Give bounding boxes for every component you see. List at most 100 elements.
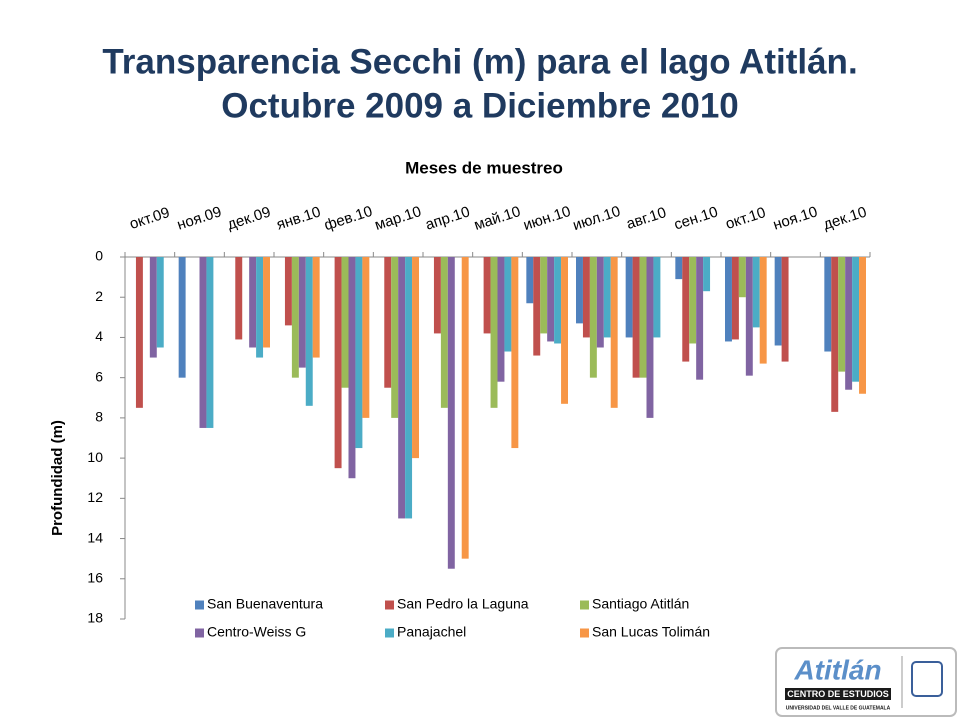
y-tick-label: 4 — [95, 328, 103, 344]
bar — [759, 257, 767, 364]
bar — [263, 257, 270, 348]
y-tick-label: 6 — [95, 368, 103, 384]
bar — [752, 257, 760, 328]
bar — [859, 257, 866, 394]
bar — [554, 257, 562, 344]
bar — [845, 257, 853, 390]
bar — [696, 257, 704, 380]
y-tick-label: 12 — [87, 489, 103, 505]
x-tick-label: май.10 — [472, 203, 523, 234]
bar — [540, 257, 548, 334]
x-tick-label: дек.10 — [821, 204, 869, 234]
bar — [391, 257, 399, 418]
bar — [682, 257, 690, 362]
y-tick-label: 0 — [95, 248, 103, 264]
x-tick-label: авг.10 — [624, 204, 668, 233]
bar — [639, 257, 647, 378]
bar — [725, 257, 732, 342]
legend-swatch — [195, 628, 204, 638]
bar — [852, 257, 860, 382]
bar — [483, 257, 491, 334]
bar — [178, 257, 186, 378]
bar — [412, 257, 419, 459]
legend-swatch — [580, 628, 589, 638]
y-tick-label: 10 — [87, 449, 103, 465]
legend-swatch — [580, 600, 589, 610]
bar — [533, 257, 541, 356]
x-tick-label: окт.10 — [723, 204, 767, 233]
bar — [831, 257, 839, 412]
bar — [298, 257, 306, 368]
bar — [576, 257, 583, 324]
logo-emblem — [911, 661, 943, 697]
bar — [610, 257, 618, 408]
bar — [362, 257, 370, 418]
bar — [781, 257, 789, 362]
bar — [461, 257, 469, 559]
bar — [745, 257, 753, 376]
bar — [504, 257, 512, 352]
bar — [675, 257, 683, 280]
bar — [582, 257, 590, 338]
bar — [824, 257, 832, 352]
bar — [156, 257, 164, 348]
bar — [206, 257, 214, 428]
bar — [596, 257, 604, 348]
bar — [738, 257, 746, 298]
bar — [384, 257, 392, 388]
legend-label: San Lucas Tolimán — [592, 624, 710, 640]
bar — [653, 257, 661, 338]
bar — [490, 257, 498, 408]
bar — [632, 257, 640, 378]
x-tick-label: фев.10 — [322, 203, 374, 234]
legend-swatch — [385, 600, 394, 610]
y-axis-title: Profundidad (m) — [49, 420, 66, 536]
title-line: Transparencia Secchi (m) para el lago At… — [102, 42, 857, 81]
bar — [312, 257, 320, 358]
legend-label: Centro-Weiss G — [207, 624, 306, 640]
bar — [589, 257, 597, 378]
legend-label: Panajachel — [397, 624, 466, 640]
bar — [625, 257, 633, 338]
bar — [235, 257, 243, 340]
legend-label: San Buenaventura — [207, 596, 323, 612]
bar — [305, 257, 313, 406]
x-tick-label: сен.10 — [672, 203, 720, 233]
bar — [703, 257, 711, 292]
y-tick-label: 16 — [87, 569, 103, 585]
x-tick-label: ноя.09 — [175, 203, 224, 233]
y-tick-label: 14 — [87, 529, 103, 545]
bar — [689, 257, 697, 344]
bar — [838, 257, 846, 372]
x-tick-label: июл.10 — [571, 203, 623, 234]
legend-swatch — [385, 628, 394, 638]
bar — [603, 257, 611, 338]
bar — [334, 257, 342, 469]
bar — [291, 257, 299, 378]
bar — [341, 257, 349, 388]
bar — [511, 257, 519, 449]
bar — [405, 257, 413, 519]
bar — [398, 257, 406, 519]
y-tick-label: 18 — [87, 610, 103, 626]
x-axis-title: Meses de muestreo — [405, 158, 563, 177]
bar — [526, 257, 534, 304]
y-tick-label: 2 — [95, 288, 103, 304]
x-tick-label: дек.09 — [225, 204, 273, 234]
bar — [646, 257, 654, 418]
logo: Atitlán CENTRO DE ESTUDIOS UNIVERSIDAD D… — [775, 647, 957, 717]
bar — [135, 257, 143, 408]
bar — [561, 257, 568, 404]
legend-swatch — [195, 600, 204, 610]
bar — [249, 257, 257, 348]
bar — [199, 257, 207, 428]
bar — [149, 257, 157, 358]
logo-name: Atitlán — [793, 654, 881, 685]
bar — [731, 257, 739, 340]
bar — [355, 257, 363, 449]
logo-university: UNIVERSIDAD DEL VALLE DE GUATEMALA — [786, 705, 891, 711]
bar — [256, 257, 264, 358]
x-tick-label: янв.10 — [275, 203, 323, 233]
bar — [348, 257, 356, 479]
